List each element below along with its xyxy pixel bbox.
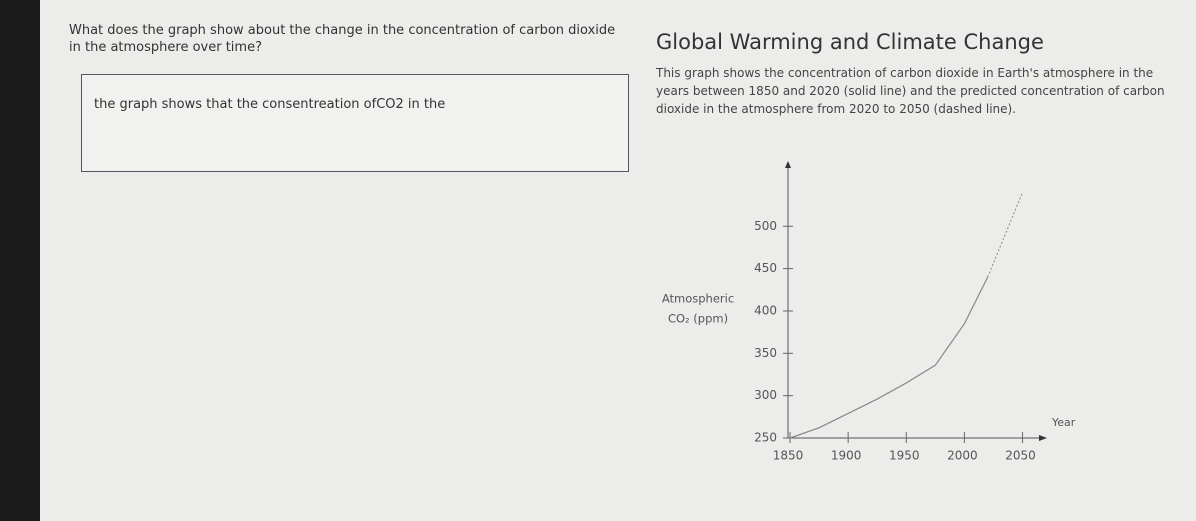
y-axis-label: Atmospheric [662, 292, 734, 306]
x-tick-label: 2050 [1005, 449, 1036, 463]
series-line [987, 192, 1024, 278]
y-tick-label: 350 [754, 346, 777, 360]
y-tick-label: 300 [754, 388, 777, 402]
y-tick-label: 500 [754, 219, 777, 233]
answer-box[interactable]: the graph shows that the consentreation … [81, 74, 629, 172]
x-axis-label: Year [1051, 416, 1076, 429]
x-tick-label: 1950 [889, 449, 920, 463]
x-axis-arrow [1039, 435, 1047, 441]
answer-text: the graph shows that the consentreation … [94, 97, 446, 112]
screen: What does the graph show about the chang… [40, 0, 1196, 521]
y-axis-arrow [785, 161, 791, 168]
y-axis-label: CO₂ (ppm) [668, 312, 728, 326]
x-tick-label: 1850 [773, 449, 804, 463]
x-tick-label: 2000 [947, 449, 978, 463]
question: What does the graph show about the chang… [69, 23, 616, 55]
series-line [789, 276, 989, 439]
heading: Global Warming and Climate Change [656, 30, 1044, 54]
y-tick-label: 450 [754, 261, 777, 275]
x-tick-label: 1900 [831, 449, 862, 463]
y-tick-label: 250 [754, 431, 777, 445]
description: This graph shows the concentration of ca… [656, 66, 1165, 116]
y-tick-label: 400 [754, 303, 777, 317]
